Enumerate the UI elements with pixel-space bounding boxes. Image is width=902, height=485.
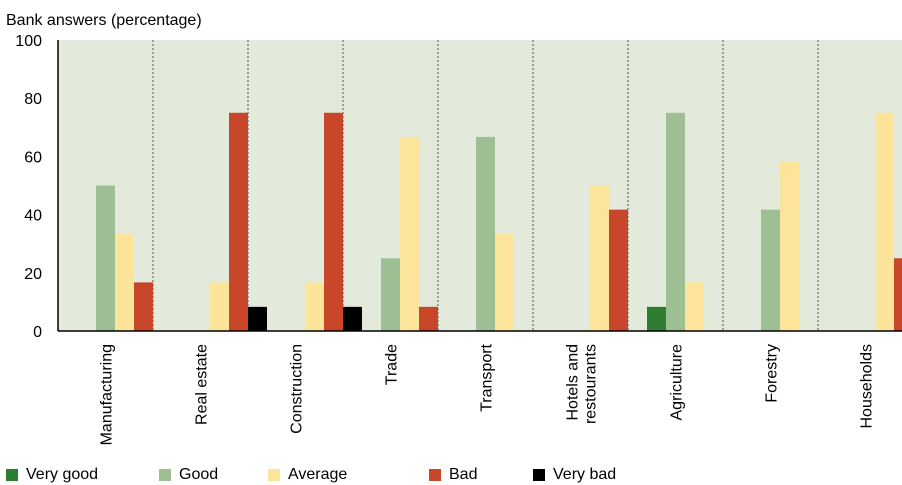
legend-item-average: Average [268, 466, 347, 484]
legend-item-bad: Bad [429, 466, 477, 484]
bar-bad [419, 306, 438, 331]
y-axis-title: Bank answers (percentage) [6, 12, 202, 29]
legend-item-very-bad: Very bad [533, 466, 616, 484]
legend-label-very-good: Very good [26, 466, 99, 483]
y-tick-label: 20 [24, 266, 42, 283]
bar-good [666, 112, 685, 331]
bar-average [590, 185, 609, 331]
bar-good [476, 136, 495, 331]
bar-bad [609, 209, 628, 331]
legend-swatch-very-bad [533, 469, 545, 481]
x-tick-label: Transport [479, 343, 496, 411]
bar-bad [894, 258, 902, 331]
legend-label-good: Good [179, 466, 219, 483]
legend-swatch-very-good [6, 469, 18, 481]
bar-bad [229, 112, 248, 331]
legend-swatch-good [159, 469, 171, 481]
bar-average [400, 136, 419, 331]
bar-very-good [647, 306, 666, 331]
bar-average [875, 112, 894, 331]
x-tick-label: Hotels and [565, 344, 582, 421]
bar-average [685, 282, 704, 331]
x-tick-label: restourants [583, 344, 600, 424]
legend-label-bad: Bad [449, 466, 478, 483]
x-tick-label: Real estate [194, 344, 211, 425]
bar-average [780, 161, 799, 331]
y-tick-label: 60 [24, 149, 42, 166]
bar-good [761, 209, 780, 331]
legend: Very good Good Average Bad Very bad [0, 466, 902, 485]
legend-swatch-bad [429, 469, 441, 481]
bar-average [495, 234, 514, 331]
legend-item-good: Good [159, 466, 218, 484]
y-tick-label: 100 [15, 33, 42, 50]
legend-label-very-bad: Very bad [553, 466, 617, 483]
x-tick-label: Trade [384, 344, 401, 385]
legend-label-average: Average [288, 466, 348, 483]
x-tick-label: Manufacturing [99, 344, 116, 445]
bar-average [210, 282, 229, 331]
x-tick-label: Forestry [764, 344, 781, 403]
x-tick-label: Households [859, 344, 876, 429]
y-tick-label: 80 [24, 91, 42, 108]
y-tick-label: 40 [24, 208, 42, 225]
bar-chart: Bank answers (percentage) 0 20 40 60 80 100 Ma… [6, 12, 902, 445]
x-tick-label: Construction [289, 344, 306, 434]
bar-good [96, 185, 115, 331]
bar-very-bad [343, 306, 362, 331]
bar-bad [324, 112, 343, 331]
legend-item-very-good: Very good [6, 466, 98, 484]
bar-average [305, 282, 324, 331]
y-tick-label: 0 [33, 324, 42, 341]
bar-very-bad [248, 306, 267, 331]
legend-swatch-average [268, 469, 280, 481]
bar-good [381, 258, 400, 331]
x-tick-label: Agriculture [669, 344, 686, 421]
bar-bad [134, 282, 153, 331]
bar-average [115, 234, 134, 331]
